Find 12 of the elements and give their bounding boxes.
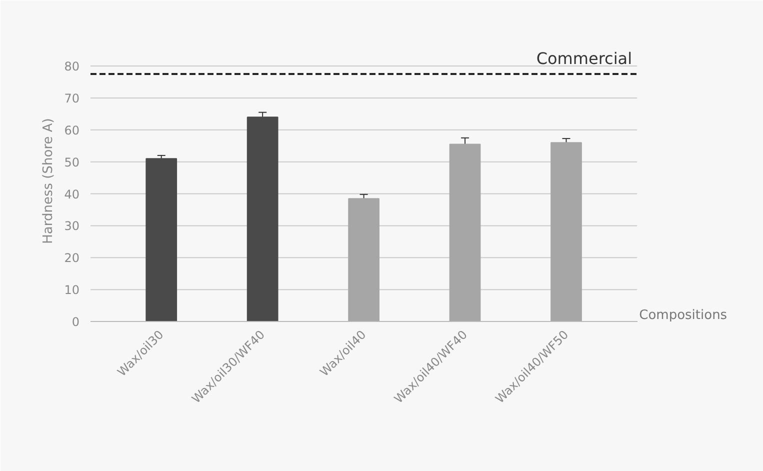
y-axis-title: Hardness (Shore A) [41, 118, 56, 244]
x-axis-title: Compositions [639, 308, 728, 323]
y-tick-label: 60 [64, 123, 80, 138]
y-tick-label: 10 [64, 283, 80, 298]
y-tick-label: 80 [64, 60, 80, 74]
y-tick-label: 70 [64, 91, 80, 106]
y-tick-label: 0 [72, 315, 80, 329]
y-tick-label: 50 [64, 155, 80, 170]
y-tick-label: 20 [64, 251, 80, 266]
ref-line-label: Commercial [536, 49, 632, 68]
y-tick-label: 30 [64, 219, 80, 234]
y-tick-label: 40 [64, 187, 80, 202]
